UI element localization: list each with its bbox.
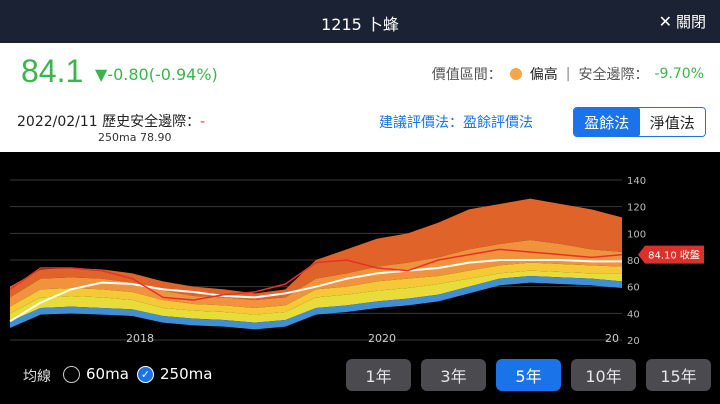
y-tick-label: 40 bbox=[627, 309, 640, 320]
current-price: 84.1 bbox=[21, 53, 84, 89]
period-3y-button[interactable]: 3年 bbox=[421, 359, 486, 391]
ma-option-60-label: 60ma bbox=[86, 365, 129, 383]
ma-readout: 250ma 78.90 bbox=[98, 131, 172, 144]
ma-option-250-label: 250ma bbox=[160, 365, 213, 383]
period-15y-button[interactable]: 15年 bbox=[646, 359, 711, 391]
y-tick-label: 120 bbox=[627, 203, 646, 214]
period-10y-button[interactable]: 10年 bbox=[571, 359, 636, 391]
info-bar: 2022/02/11 歷史安全邊際：- 250ma 78.90 建議評價法：盈餘… bbox=[0, 105, 720, 152]
band-cheap bbox=[10, 276, 622, 330]
y-tick-label: 60 bbox=[627, 283, 640, 294]
band-low bbox=[10, 270, 622, 323]
price-tag bbox=[638, 245, 704, 264]
valuation-dot-icon bbox=[509, 68, 522, 80]
margin-value: -9.70% bbox=[654, 66, 704, 82]
close-label: 關閉 bbox=[675, 13, 706, 31]
y-tick-label: 20 bbox=[627, 336, 640, 347]
page-title: 1215 卜蜂 bbox=[321, 15, 399, 34]
band-fair bbox=[10, 262, 622, 315]
period-5y-button[interactable]: 5年 bbox=[496, 359, 561, 391]
top-bar: 1215 卜蜂 ✕ 關閉 bbox=[0, 0, 720, 43]
ma-option-60[interactable]: 60ma bbox=[63, 365, 129, 383]
margin-label: 安全邊際： bbox=[578, 67, 649, 83]
divider: | bbox=[565, 66, 571, 82]
ma-label: 均線 bbox=[23, 369, 51, 385]
y-tick-label: 80 bbox=[627, 256, 640, 267]
suggested-method: 建議評價法：盈餘評價法 bbox=[379, 115, 533, 131]
close-button[interactable]: ✕ 關閉 bbox=[659, 11, 706, 32]
band-expensive bbox=[10, 198, 622, 300]
method-toggle: 盈餘法 淨值法 bbox=[573, 107, 706, 137]
x-tick-label: 2020 bbox=[368, 332, 396, 345]
quote-bar: 84.1 ▼-0.80(-0.94%) 價值區間： 偏高 | 安全邊際： -9.… bbox=[0, 43, 720, 105]
method-book-value-button[interactable]: 淨值法 bbox=[639, 108, 705, 136]
history-margin-title: 2022/02/11 歷史安全邊際：- bbox=[17, 111, 205, 131]
close-icon: ✕ bbox=[658, 11, 672, 31]
valuation-summary: 價值區間： 偏高 | 安全邊際： -9.70% bbox=[432, 64, 704, 84]
history-margin-value: - bbox=[200, 114, 206, 130]
y-tick-label: 140 bbox=[627, 176, 646, 187]
method-earnings-button[interactable]: 盈餘法 bbox=[574, 108, 640, 136]
valuation-chart: 140 120 100 80 60 40 20 2018 2020 20 84.10 收盤 bbox=[0, 152, 720, 348]
price-line bbox=[9, 248, 623, 301]
history-margin-label: 2022/02/11 歷史安全邊際： bbox=[17, 114, 201, 130]
price-change: ▼-0.80(-0.94%) bbox=[95, 65, 218, 84]
valuation-level: 偏高 bbox=[529, 67, 558, 83]
x-tick-label: 2018 bbox=[126, 332, 154, 345]
ma-line bbox=[9, 259, 622, 323]
radio-unchecked-icon bbox=[63, 365, 80, 383]
bottom-controls: 均線 60ma 250ma 1年 3年 5年 10年 15年 bbox=[0, 348, 720, 404]
valuation-label: 價值區間： bbox=[431, 67, 502, 83]
y-tick-label: 100 bbox=[627, 229, 646, 240]
band-high bbox=[10, 240, 622, 308]
radio-checked-icon bbox=[137, 365, 154, 383]
price-tag-label: 84.10 收盤 bbox=[648, 249, 700, 262]
period-1y-button[interactable]: 1年 bbox=[346, 359, 411, 391]
ma-option-250[interactable]: 250ma bbox=[137, 365, 212, 383]
x-tick-label: 20 bbox=[605, 332, 619, 345]
